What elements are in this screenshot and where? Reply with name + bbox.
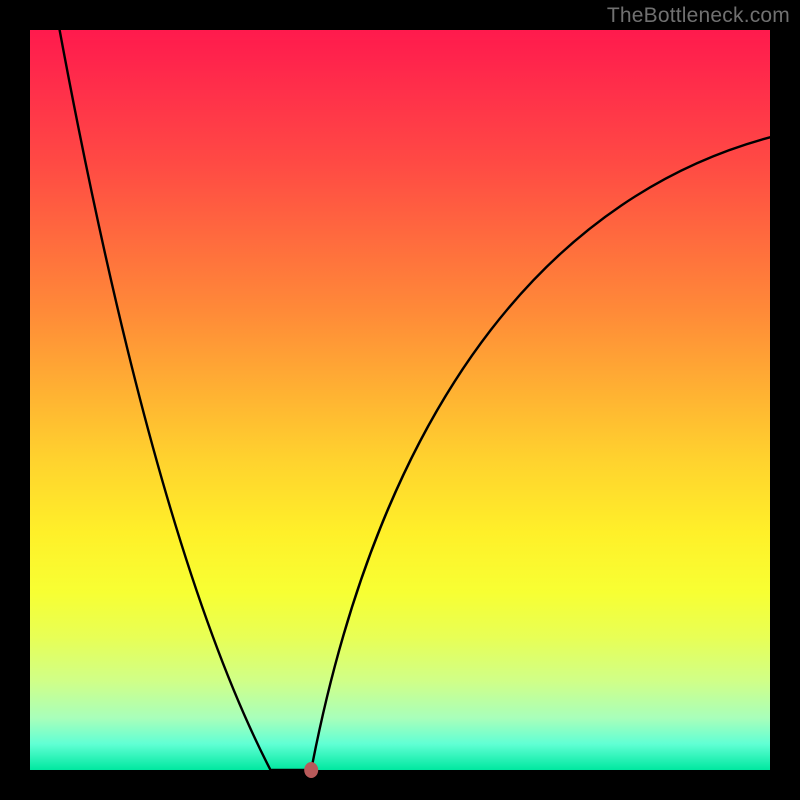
plot-area: [30, 30, 770, 770]
valley-marker: [304, 762, 318, 778]
chart-svg: [30, 30, 770, 770]
bottleneck-curve: [60, 30, 770, 770]
watermark-text: TheBottleneck.com: [607, 4, 790, 28]
